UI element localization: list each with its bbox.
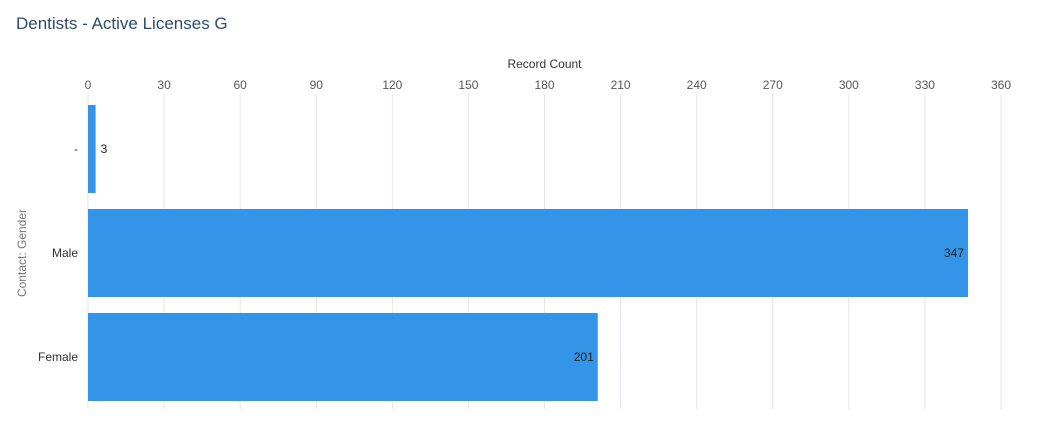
y-axis-title: Contact: Gender (15, 209, 29, 297)
x-tick-label: 60 (233, 78, 247, 92)
chart-title: Dentists - Active Licenses G (16, 14, 228, 33)
x-axis-ticks: 0 30 60 90 120 150 180 210 240 270 300 330 360 (85, 78, 1012, 92)
x-tick-label: 120 (382, 78, 402, 92)
data-labels: 3 347 201 (101, 142, 965, 364)
bar-female[interactable] (88, 313, 598, 401)
x-axis-title: Record Count (507, 57, 582, 71)
x-tick-label: 30 (157, 78, 171, 92)
x-tick-label: 90 (310, 78, 324, 92)
x-tick-label: 330 (915, 78, 935, 92)
data-label: 347 (944, 246, 964, 260)
x-tick-label: 210 (611, 78, 631, 92)
x-tick-label: 150 (458, 78, 478, 92)
x-tick-label: 180 (534, 78, 554, 92)
category-label: Male (52, 246, 78, 260)
x-tick-label: 360 (991, 78, 1011, 92)
data-label: 201 (574, 350, 594, 364)
category-label: Female (38, 350, 78, 364)
x-tick-label: 0 (85, 78, 92, 92)
x-tick-label: 300 (839, 78, 859, 92)
data-label: 3 (101, 142, 108, 156)
x-tick-label: 270 (763, 78, 783, 92)
category-label: - (74, 142, 78, 156)
x-tick-label: 240 (687, 78, 707, 92)
y-axis-categories: - Male Female (38, 142, 78, 364)
bar-male[interactable] (88, 209, 969, 297)
bars (88, 105, 969, 401)
bar-unknown[interactable] (88, 105, 96, 193)
